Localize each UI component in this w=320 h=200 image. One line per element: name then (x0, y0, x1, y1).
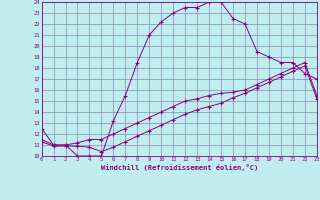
X-axis label: Windchill (Refroidissement éolien,°C): Windchill (Refroidissement éolien,°C) (100, 164, 258, 171)
